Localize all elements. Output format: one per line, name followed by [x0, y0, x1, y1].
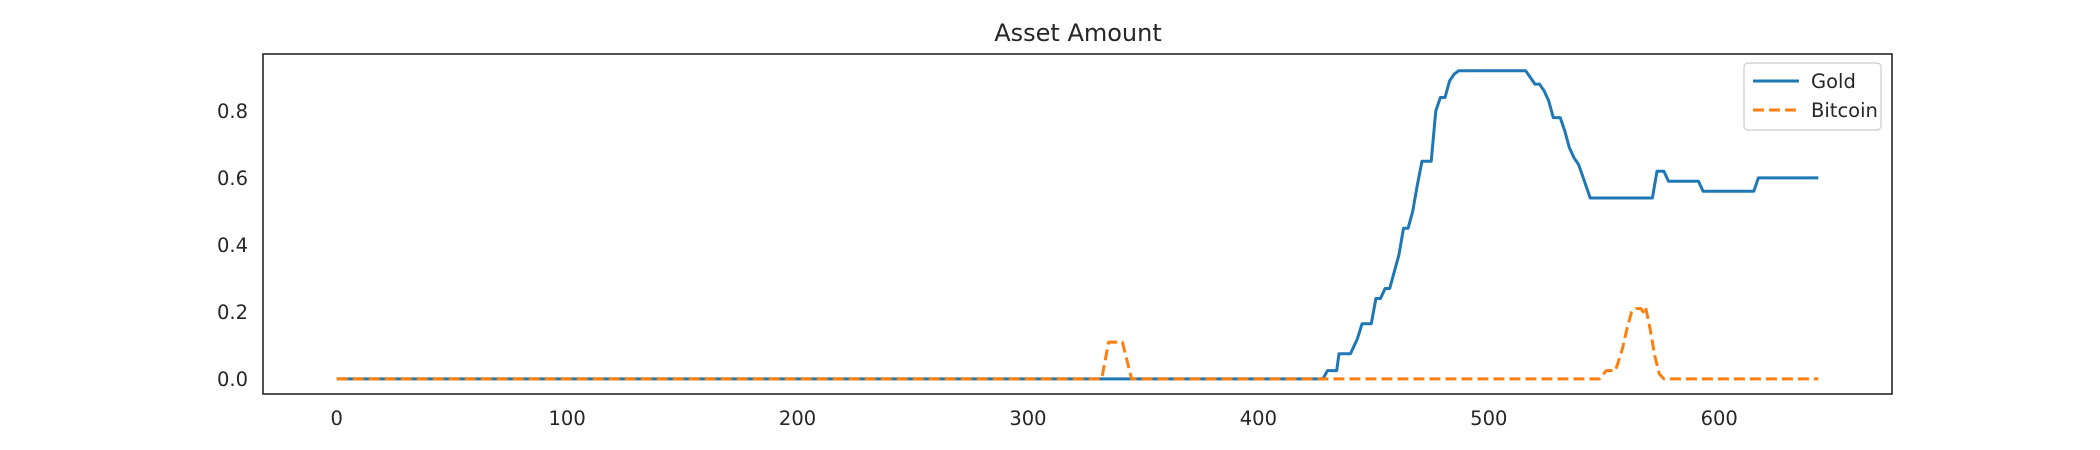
x-tick-label: 0: [331, 407, 343, 430]
y-tick-label: 0.0: [217, 368, 248, 391]
plot-area: [262, 53, 1893, 395]
series-line-gold: [336, 69, 1819, 381]
series-layer: [336, 69, 1819, 381]
x-tick-label: 200: [779, 407, 816, 430]
x-axis: 0 100 200 300 400 500 600: [331, 407, 1738, 430]
x-tick-label: 600: [1701, 407, 1738, 430]
x-tick-label: 400: [1240, 407, 1277, 430]
y-tick-label: 0.2: [217, 301, 248, 324]
legend-label-bitcoin: Bitcoin: [1811, 99, 1878, 122]
legend-label-gold: Gold: [1811, 70, 1856, 93]
x-tick-label: 500: [1470, 407, 1507, 430]
series-line-bitcoin: [336, 305, 1819, 381]
x-tick-label: 300: [1009, 407, 1046, 430]
chart-title: Asset Amount: [994, 19, 1162, 47]
y-tick-label: 0.4: [217, 234, 248, 257]
y-tick-label: 0.8: [217, 100, 248, 123]
y-axis: 0.0 0.2 0.4 0.6 0.8: [217, 100, 248, 391]
legend: Gold Bitcoin: [1743, 62, 1882, 131]
y-tick-label: 0.6: [217, 167, 248, 190]
x-tick-label: 100: [549, 407, 586, 430]
